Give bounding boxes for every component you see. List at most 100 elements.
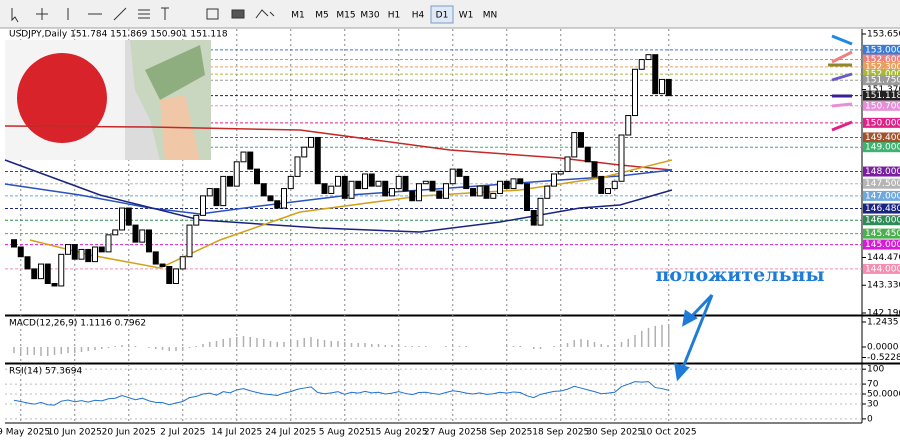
candle	[119, 207, 125, 231]
candle	[578, 132, 584, 148]
price-label-bg	[863, 166, 900, 177]
y-tick-label: 0.0000	[867, 343, 899, 353]
y-tick-label: 30	[867, 399, 879, 409]
text-icon[interactable]	[161, 7, 169, 20]
shape-icon[interactable]	[231, 9, 245, 19]
y-tick-label: 151.118	[865, 91, 900, 101]
timeframe-button[interactable]: M5	[315, 11, 329, 21]
candle	[517, 178, 524, 185]
fibo-icon[interactable]	[138, 9, 150, 19]
x-tick-label: 30 Sep 2025	[586, 428, 643, 438]
moving-average	[4, 169, 673, 215]
candle	[409, 190, 416, 202]
candle	[247, 151, 254, 170]
y-tick-label: 143.330	[867, 281, 900, 291]
candle	[287, 175, 294, 190]
candle	[314, 136, 321, 185]
candle	[173, 268, 179, 285]
y-tick-label: 144.000	[865, 264, 900, 274]
y-tick-label: 149.000	[865, 143, 900, 153]
candle	[618, 134, 625, 182]
candle	[395, 175, 402, 190]
candle	[584, 146, 591, 163]
candle	[328, 185, 335, 194]
level-arrows	[828, 34, 853, 132]
candle	[233, 161, 240, 187]
candle	[463, 175, 470, 190]
timeframe-button[interactable]: W1	[459, 11, 474, 21]
candle	[98, 246, 105, 253]
price-label-bg	[863, 75, 900, 86]
y-tick-label: 147.500	[865, 179, 900, 189]
y-tick-label: 150.000	[865, 118, 900, 128]
candle	[38, 263, 44, 280]
price-label-bg	[863, 203, 900, 214]
candle	[605, 188, 611, 194]
candle	[24, 256, 31, 270]
y-tick-label: 50.0000	[867, 390, 900, 400]
candle	[254, 168, 260, 185]
y-tick-label: 150.700	[865, 101, 900, 111]
price-label-bg	[863, 117, 900, 128]
candle	[638, 59, 645, 70]
price-label-bg	[863, 100, 900, 111]
candle	[58, 253, 65, 287]
candle	[537, 197, 544, 226]
timeframe-button[interactable]: H1	[388, 11, 401, 21]
crosshair-icon[interactable]	[36, 8, 48, 20]
price-label-bg	[863, 90, 900, 101]
candle	[166, 265, 173, 285]
candle	[31, 268, 38, 280]
cursor-icon[interactable]	[11, 8, 19, 23]
candle	[524, 183, 530, 211]
candle	[220, 175, 227, 207]
price-label-bg	[863, 190, 900, 201]
timeframe-button[interactable]: M15	[336, 11, 355, 21]
y-tick-label: 151.750	[865, 76, 900, 86]
candle	[497, 180, 503, 194]
price-label-bg	[863, 239, 900, 250]
candle	[341, 175, 348, 199]
y-tick-label: 145.450	[865, 229, 900, 239]
candle	[368, 173, 375, 187]
candle	[355, 180, 362, 190]
candle	[422, 180, 429, 185]
y-tick-label: -0.5228	[867, 353, 900, 363]
price-label-bg	[863, 54, 900, 65]
candle	[348, 180, 355, 199]
candle	[65, 244, 71, 255]
price-label-bg	[863, 142, 900, 153]
candle	[92, 246, 98, 263]
candle	[240, 151, 247, 163]
candle	[470, 188, 476, 197]
toolbar-icons[interactable]	[11, 7, 275, 23]
x-tick-label: 24 Jul 2025	[265, 428, 316, 438]
timeframe-button[interactable]: D1	[436, 11, 449, 21]
rsi-header: RSI(14) 57.3694	[9, 367, 82, 377]
candle	[544, 185, 551, 199]
candle	[510, 178, 517, 190]
moving-average	[29, 159, 673, 269]
timeframe-button[interactable]: M30	[360, 11, 379, 21]
candle	[71, 244, 78, 260]
candle	[139, 229, 146, 243]
timeframe-button[interactable]: H4	[412, 11, 425, 21]
candle	[382, 180, 389, 197]
candle	[402, 175, 409, 192]
y-tick-label: 70	[867, 380, 879, 390]
timeframe-button[interactable]: MN	[483, 11, 498, 21]
y-tick-label: 149.400	[865, 133, 900, 143]
candle	[308, 136, 314, 148]
price-label-bg	[863, 215, 900, 226]
trendline-icon[interactable]	[113, 7, 127, 21]
x-tick-label: 5 Aug 2025	[319, 428, 371, 438]
timeframe-button[interactable]: M1	[291, 11, 305, 21]
candle	[375, 180, 382, 187]
x-tick-label: 10 Jun 2025	[48, 428, 102, 438]
candle	[645, 54, 652, 61]
label-icon[interactable]	[206, 8, 219, 20]
candle	[362, 173, 368, 190]
arrows-icon[interactable]	[255, 9, 275, 19]
candle	[456, 168, 463, 177]
